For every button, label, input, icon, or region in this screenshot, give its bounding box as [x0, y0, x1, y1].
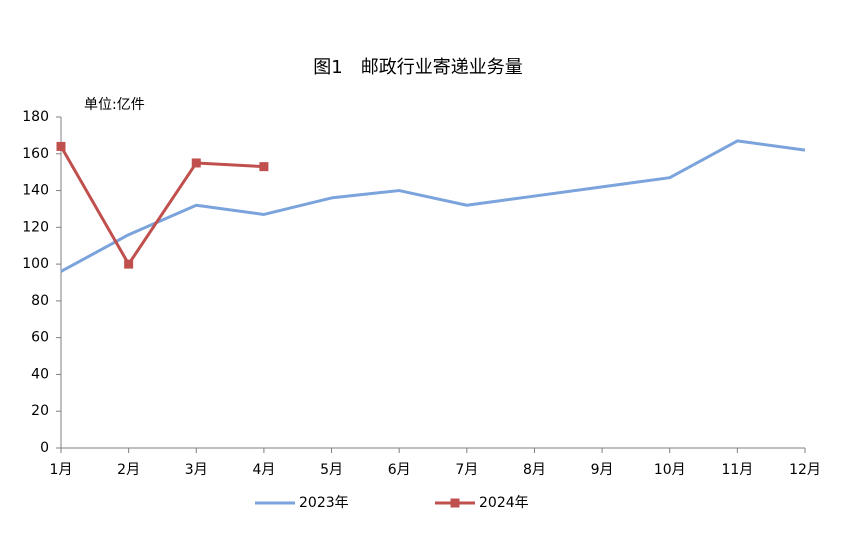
x-tick-label: 5月 — [320, 462, 343, 478]
y-tick-label: 160 — [22, 146, 49, 162]
series-marker — [56, 141, 66, 151]
legend-label: 2023年 — [299, 495, 349, 511]
y-tick-label: 20 — [31, 403, 49, 419]
y-tick-label: 40 — [31, 366, 49, 382]
x-tick-label: 12月 — [789, 462, 821, 478]
series-marker — [259, 162, 269, 172]
x-tick-label: 7月 — [455, 462, 478, 478]
series-line — [59, 145, 264, 266]
x-tick-label: 9月 — [591, 462, 614, 478]
y-tick-label: 60 — [31, 330, 49, 346]
y-axis-label: 单位:亿件 — [84, 97, 145, 113]
y-tick-label: 140 — [22, 183, 49, 199]
legend-label: 2024年 — [479, 495, 529, 511]
chart-title: 图1 邮政行业寄递业务量 — [313, 57, 522, 78]
legend-marker — [450, 498, 460, 508]
x-tick-label: 3月 — [185, 462, 208, 478]
x-tick-label: 10月 — [654, 462, 686, 478]
x-tick-label: 1月 — [50, 462, 73, 478]
series-marker — [191, 158, 201, 168]
y-tick-label: 180 — [22, 109, 49, 125]
y-tick-label: 120 — [22, 219, 49, 235]
series-line — [60, 139, 806, 273]
y-tick-label: 0 — [40, 440, 49, 456]
x-tick-label: 2月 — [117, 462, 140, 478]
series-marker — [124, 259, 134, 269]
y-tick-label: 100 — [22, 256, 49, 272]
x-tick-label: 8月 — [523, 462, 546, 478]
x-tick-label: 6月 — [388, 462, 411, 478]
x-tick-label: 11月 — [721, 462, 753, 478]
x-tick-label: 4月 — [252, 462, 275, 478]
y-tick-label: 80 — [31, 293, 49, 309]
